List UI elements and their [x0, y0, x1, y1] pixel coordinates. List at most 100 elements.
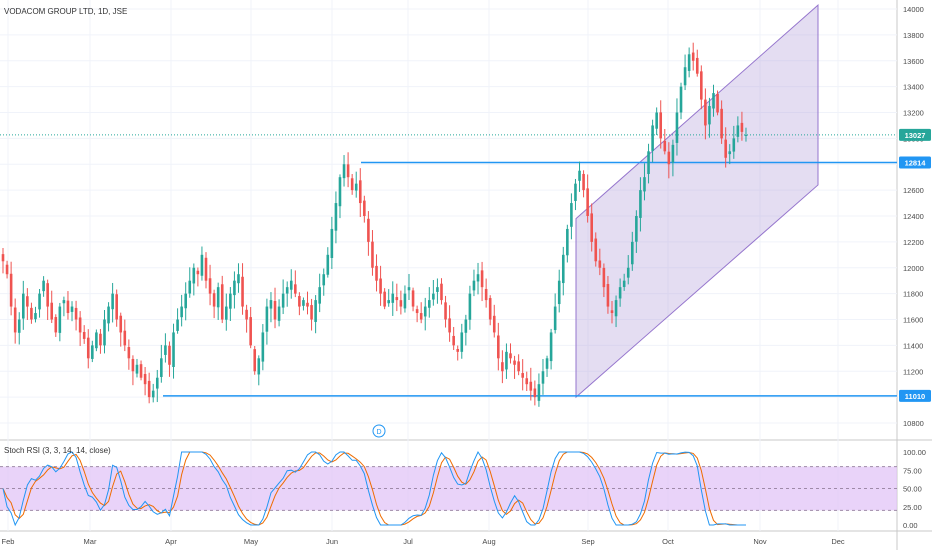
candle-body-89	[363, 200, 366, 216]
candle-156	[635, 210, 638, 253]
candle-23	[95, 329, 98, 352]
candle-57	[233, 271, 236, 309]
candle-94	[383, 288, 386, 310]
current-price-badge	[899, 128, 931, 141]
candle-body-139	[566, 228, 569, 256]
candle-body-46	[188, 280, 192, 294]
candle-body-47	[192, 267, 196, 284]
time-tick-apr: Apr	[165, 537, 177, 546]
candle-body-98	[399, 300, 403, 307]
candle-body-6	[26, 296, 29, 307]
price-tick-4: 11600	[903, 316, 923, 325]
candle-182	[740, 111, 744, 141]
candle-body-147	[598, 260, 602, 268]
candle-41	[168, 341, 171, 377]
candle-body-128	[521, 373, 524, 378]
candle-11	[46, 279, 49, 321]
candle-54	[220, 275, 224, 324]
candle-body-68	[277, 306, 281, 321]
candle-body-45	[184, 293, 187, 309]
candle-body-34	[139, 364, 143, 378]
candle-120	[488, 295, 492, 326]
candle-body-109	[444, 302, 447, 320]
candle-134	[545, 355, 549, 377]
candle-167	[679, 82, 683, 120]
candle-114	[464, 314, 468, 346]
horizontal-lines[interactable]	[0, 134, 897, 397]
candle-body-10	[42, 280, 45, 292]
candle-body-124	[505, 351, 508, 370]
candle-91	[371, 230, 374, 276]
candle-163	[663, 129, 667, 155]
session-marker-circle[interactable]	[372, 424, 386, 438]
indicator-axis[interactable]: 100.00 75.00 50.00 25.00 0.00	[903, 448, 926, 530]
candle-body-158	[643, 177, 646, 192]
candle-body-3	[13, 307, 17, 333]
time-axis[interactable]: Feb Mar Apr May Jun Jul Aug Sep Oct Nov Dec	[2, 537, 845, 546]
indicator-title[interactable]: Stoch RSI (3, 3, 14, 14, close)	[4, 446, 111, 455]
candle-body-163	[663, 140, 667, 152]
candle-103	[419, 302, 423, 324]
candle-173	[704, 88, 707, 140]
candle-body-100	[407, 287, 411, 291]
candle-43	[176, 308, 179, 334]
candle-body-32	[131, 358, 135, 372]
candle-body-22	[91, 345, 94, 359]
candle-29	[119, 312, 123, 347]
candle-104	[423, 297, 427, 331]
candle-body-143	[582, 173, 585, 191]
candle-158	[643, 163, 646, 201]
candle-body-121	[492, 315, 496, 333]
time-tick-oct: Oct	[662, 537, 675, 546]
candle-body-23	[95, 332, 98, 349]
candle-99	[403, 285, 407, 313]
candle-124	[505, 343, 508, 379]
candle-body-86	[350, 178, 354, 191]
candle-77	[314, 295, 317, 334]
candle-180	[732, 125, 736, 159]
candle-14	[58, 302, 62, 342]
candle-165	[671, 139, 675, 177]
indicator-tick-1: 75.00	[903, 466, 922, 475]
candle-body-96	[391, 293, 395, 303]
candle-152	[618, 278, 622, 307]
price-tick-9: 12600	[903, 186, 924, 195]
candle-107	[436, 278, 439, 304]
candle-body-56	[229, 293, 232, 309]
candle-64	[261, 324, 265, 371]
candle-128	[521, 359, 524, 391]
price-tick-15: 13800	[903, 31, 924, 40]
candle-body-155	[631, 241, 634, 265]
price-tick-3: 11400	[903, 341, 923, 350]
candle-body-65	[265, 306, 269, 332]
candle-19	[78, 311, 82, 347]
time-tick-may: May	[244, 537, 258, 546]
candle-body-164	[667, 151, 671, 165]
candle-112	[456, 345, 460, 361]
candle-body-168	[683, 67, 687, 86]
session-marker[interactable]: D	[372, 424, 386, 438]
candle-90	[367, 211, 370, 256]
parallel-channel[interactable]	[575, 4, 819, 399]
indicator-tick-3: 25.00	[903, 503, 922, 512]
candle-body-4	[17, 319, 21, 333]
candle-body-136	[553, 306, 557, 331]
candle-13	[54, 314, 58, 337]
candle-body-60	[245, 309, 248, 320]
candle-177	[720, 100, 723, 144]
candle-body-123	[501, 362, 504, 372]
candle-body-173	[704, 99, 707, 126]
candle-body-131	[533, 388, 537, 398]
candle-5	[22, 280, 25, 330]
candle-body-77	[314, 300, 317, 322]
candle-body-162	[659, 112, 663, 139]
channel-area[interactable]	[575, 4, 819, 399]
candle-body-91	[371, 241, 374, 268]
candle-body-118	[480, 270, 484, 288]
symbol-title[interactable]: VODACOM GROUP LTD, 1D, JSE	[4, 7, 127, 16]
candle-15	[62, 296, 66, 317]
candle-body-17	[70, 306, 74, 312]
candle-22	[91, 340, 94, 363]
candle-115	[468, 285, 472, 330]
